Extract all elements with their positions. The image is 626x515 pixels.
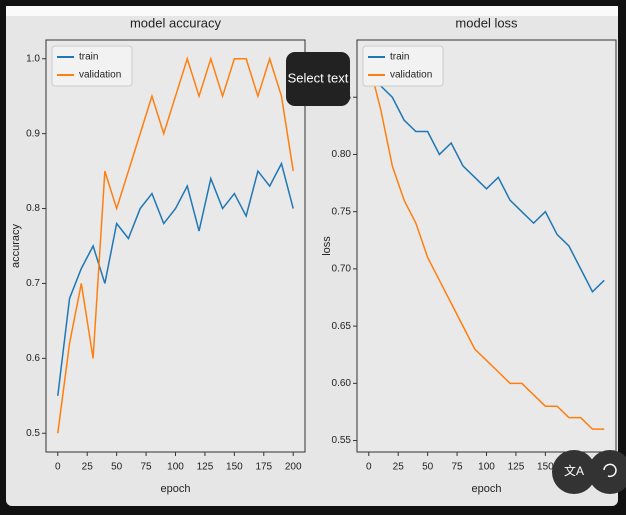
y-tick-label: 0.7 <box>26 278 40 289</box>
y-tick-label: 0.8 <box>26 203 40 214</box>
chart: model accuracy epoch accuracy 0 25 50 75 100 125… <box>10 15 305 494</box>
x-tick-label: 75 <box>452 462 464 473</box>
x-tick-label: 100 <box>478 462 495 473</box>
y-tick-label: 0.5 <box>26 428 40 439</box>
y-tick-label: 0.60 <box>332 378 352 389</box>
plot-area <box>46 40 305 452</box>
x-tick-label: 150 <box>226 462 243 473</box>
legend-label: validation <box>79 70 121 81</box>
y-axis-label: loss <box>321 236 333 256</box>
legend-label: train <box>390 52 409 63</box>
y-tick-label: 0.9 <box>26 128 40 139</box>
screenshot: model accuracy epoch accuracy 0 25 50 75 100 125… <box>0 0 626 515</box>
x-tick-label: 0 <box>55 462 61 473</box>
chart: model lossepochloss025507510012515017520… <box>321 15 616 494</box>
x-tick-label: 175 <box>255 462 272 473</box>
y-tick-label: 0.65 <box>332 321 352 332</box>
icon: 文A <box>564 463 584 478</box>
chart-title: model accuracy <box>130 15 222 30</box>
top-strip <box>6 6 618 16</box>
y-tick-label: 0.6 <box>26 353 40 364</box>
y-tick-label: 0.80 <box>332 149 352 160</box>
button-label[interactable]: Select text <box>288 70 349 85</box>
page: model accuracy epoch accuracy 0 25 50 75 100 125… <box>0 0 626 515</box>
plot-area <box>357 40 616 452</box>
x-tick-label: 0 <box>366 462 372 473</box>
x-tick-label: 25 <box>393 462 405 473</box>
x-tick-label: 150 <box>537 462 554 473</box>
legend-label: validation <box>390 70 432 81</box>
y-tick-label: 0.75 <box>332 206 352 217</box>
x-tick-label: 75 <box>141 462 153 473</box>
x-tick-label: 125 <box>197 462 214 473</box>
y-tick-label: 0.70 <box>332 264 352 275</box>
select-text-button[interactable]: Select text <box>286 52 350 106</box>
x-tick-label: 200 <box>285 462 302 473</box>
x-tick-label: 100 <box>167 462 184 473</box>
x-tick-label: 25 <box>82 462 94 473</box>
legend-label: train <box>79 52 98 63</box>
y-axis-label: accuracy <box>10 223 22 268</box>
x-tick-label: 125 <box>508 462 525 473</box>
x-axis-label: epoch <box>161 483 191 495</box>
chart-title: model loss <box>455 15 518 30</box>
x-axis-label: epoch <box>472 483 502 495</box>
y-tick-label: 0.55 <box>332 435 352 446</box>
x-tick-label: 50 <box>111 462 123 473</box>
x-tick-label: 50 <box>422 462 434 473</box>
y-tick-label: 1.0 <box>26 53 40 64</box>
